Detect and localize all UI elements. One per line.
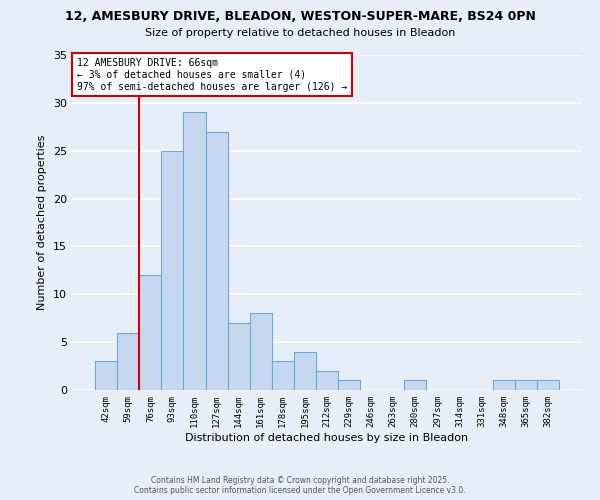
Text: 12, AMESBURY DRIVE, BLEADON, WESTON-SUPER-MARE, BS24 0PN: 12, AMESBURY DRIVE, BLEADON, WESTON-SUPE… [65, 10, 535, 23]
Bar [184, 112, 206, 390]
Text: Contains HM Land Registry data © Crown copyright and database right 2025.
Contai: Contains HM Land Registry data © Crown c… [134, 476, 466, 495]
X-axis label: Distribution of detached houses by size in Bleadon: Distribution of detached houses by size … [185, 432, 469, 442]
Bar [404, 380, 427, 390]
Text: 12 AMESBURY DRIVE: 66sqm
← 3% of detached houses are smaller (4)
97% of semi-det: 12 AMESBURY DRIVE: 66sqm ← 3% of detache… [77, 58, 347, 92]
Bar [493, 380, 515, 390]
Bar [272, 362, 294, 390]
Bar [227, 323, 250, 390]
Y-axis label: Number of detached properties: Number of detached properties [37, 135, 47, 310]
Bar [250, 314, 272, 390]
Bar [206, 132, 227, 390]
Bar [316, 371, 338, 390]
Bar [161, 150, 184, 390]
Bar [338, 380, 360, 390]
Text: Size of property relative to detached houses in Bleadon: Size of property relative to detached ho… [145, 28, 455, 38]
Bar [294, 352, 316, 390]
Bar [95, 362, 117, 390]
Bar [537, 380, 559, 390]
Bar [515, 380, 537, 390]
Bar [117, 332, 139, 390]
Bar [139, 275, 161, 390]
